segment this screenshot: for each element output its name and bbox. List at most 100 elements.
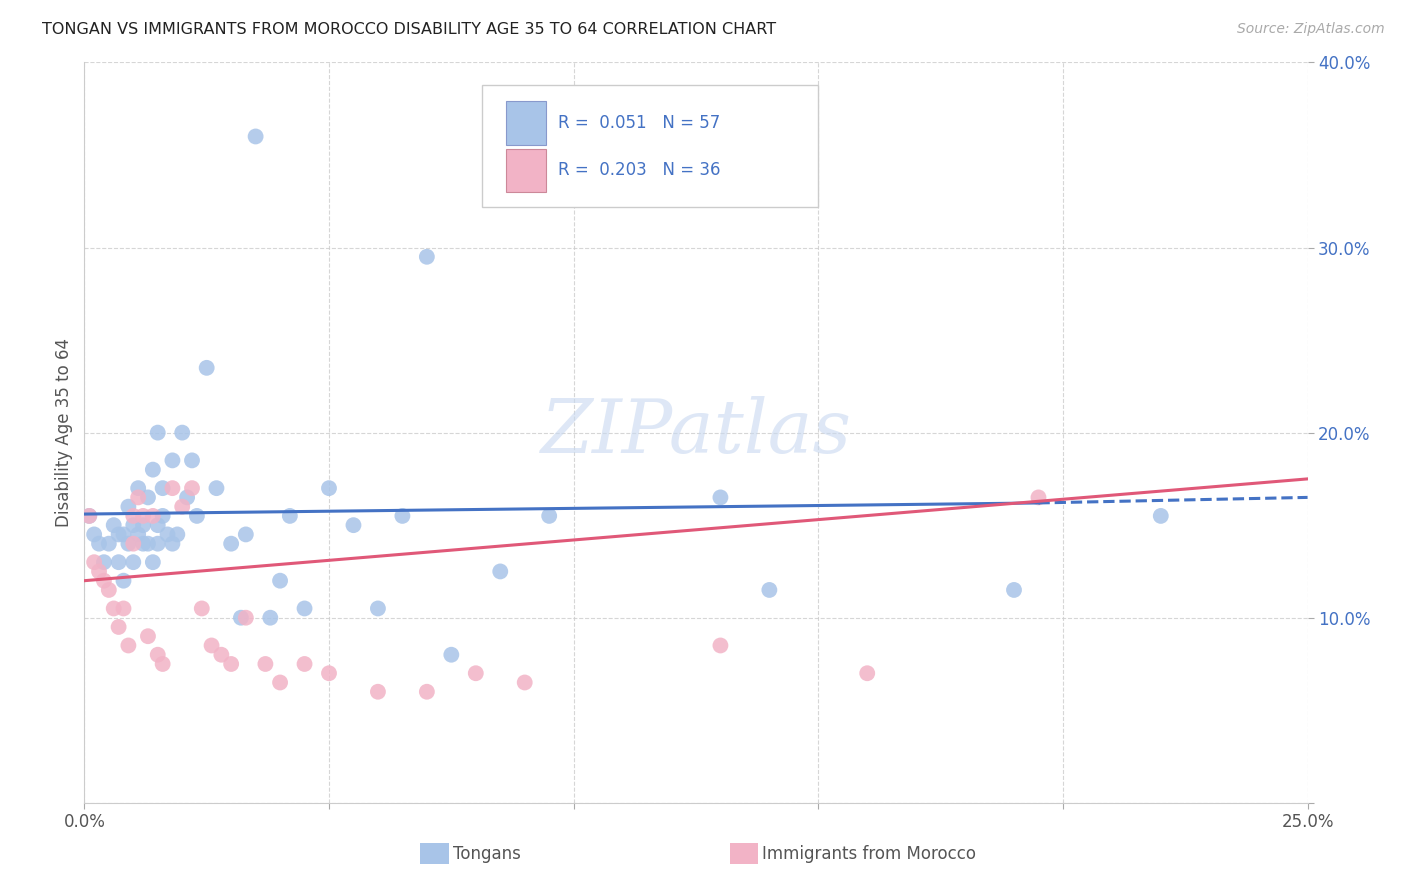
Point [294,657,316,671]
Point [191,601,214,615]
Point [205,481,228,495]
Point [181,453,204,467]
Point [107,527,129,541]
Point [172,500,194,514]
Point [489,565,512,579]
Point [127,527,149,541]
Point [195,360,218,375]
Point [709,639,731,653]
Point [112,601,135,615]
Point [172,425,194,440]
Point [1028,491,1050,505]
Point [117,536,139,550]
Text: Immigrants from Morocco: Immigrants from Morocco [762,845,976,863]
Point [513,675,536,690]
Point [318,481,340,495]
Point [122,536,145,550]
Point [142,462,165,476]
Point [235,527,257,541]
Point [93,574,115,588]
Point [103,601,125,615]
Point [112,574,135,588]
Point [162,536,184,550]
Point [219,536,242,550]
Point [269,675,291,690]
FancyBboxPatch shape [482,85,818,207]
Point [758,582,780,597]
Point [186,508,208,523]
Point [152,481,174,495]
Point [538,508,561,523]
Point [156,527,179,541]
Point [132,536,155,550]
Point [235,610,257,624]
Point [107,555,129,569]
Point [219,657,242,671]
Point [342,518,364,533]
Point [117,639,139,653]
Point [112,527,135,541]
Point [142,508,165,523]
Point [77,508,100,523]
Point [146,518,169,533]
Point [709,491,731,505]
FancyBboxPatch shape [506,149,546,193]
Point [146,425,169,440]
Point [146,648,169,662]
Point [127,491,149,505]
Point [391,508,413,523]
Point [181,481,204,495]
Text: ZIPatlas: ZIPatlas [540,396,852,469]
Text: Source: ZipAtlas.com: Source: ZipAtlas.com [1237,22,1385,37]
Point [77,508,100,523]
Point [83,527,105,541]
Point [93,555,115,569]
Point [416,250,439,264]
Point [97,536,120,550]
Point [132,508,155,523]
Point [367,685,389,699]
Point [278,508,301,523]
Point [200,639,222,653]
Point [117,500,139,514]
Point [142,555,165,569]
Text: TONGAN VS IMMIGRANTS FROM MOROCCO DISABILITY AGE 35 TO 64 CORRELATION CHART: TONGAN VS IMMIGRANTS FROM MOROCCO DISABI… [42,22,776,37]
Point [132,518,155,533]
Point [162,453,184,467]
Point [87,536,110,550]
Point [294,601,316,615]
Point [166,527,188,541]
Point [136,629,159,643]
Point [245,129,267,144]
Point [209,648,232,662]
Point [254,657,277,671]
Y-axis label: Disability Age 35 to 64: Disability Age 35 to 64 [55,338,73,527]
Point [229,610,252,624]
Point [367,601,389,615]
Text: R =  0.203   N = 36: R = 0.203 N = 36 [558,161,720,179]
Point [440,648,463,662]
Point [127,481,149,495]
Point [122,555,145,569]
Point [136,536,159,550]
Point [1002,582,1025,597]
Point [103,518,125,533]
FancyBboxPatch shape [506,102,546,145]
Point [122,518,145,533]
Point [152,508,174,523]
Point [136,491,159,505]
Point [856,666,879,681]
Point [1150,508,1173,523]
Text: Tongans: Tongans [453,845,520,863]
Point [97,582,120,597]
Point [176,491,198,505]
Point [162,481,184,495]
Text: R =  0.051   N = 57: R = 0.051 N = 57 [558,114,720,132]
Point [152,657,174,671]
Point [318,666,340,681]
Point [146,536,169,550]
Point [416,685,439,699]
Point [107,620,129,634]
Point [83,555,105,569]
Point [259,610,281,624]
